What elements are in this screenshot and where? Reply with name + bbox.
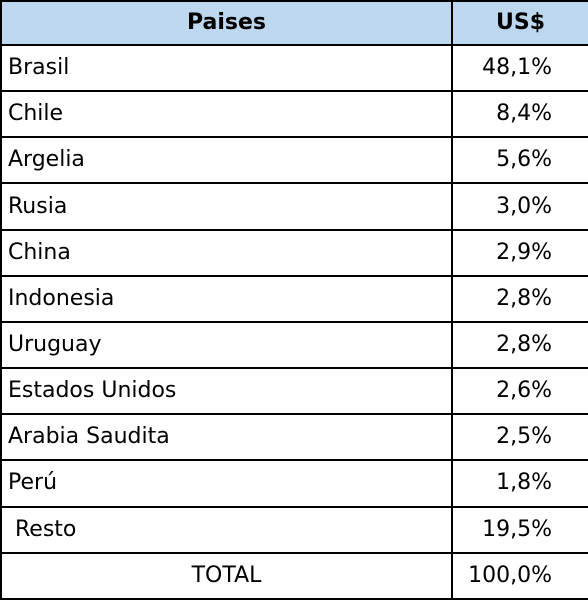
- value-cell: 8,4%: [451, 90, 588, 139]
- table-row: Estados Unidos 2,6%: [0, 367, 588, 416]
- country-cell: Argelia: [0, 136, 453, 185]
- table-row: Chile 8,4%: [0, 90, 588, 139]
- country-cell: Arabia Saudita: [0, 413, 453, 462]
- table-row: Rusia 3,0%: [0, 182, 588, 231]
- country-cell: Rusia: [0, 182, 453, 231]
- total-label: TOTAL: [0, 551, 453, 600]
- value-cell: 48,1%: [451, 43, 588, 93]
- table-row: Brasil 48,1%: [0, 43, 588, 93]
- value-cell: 2,8%: [451, 274, 588, 323]
- header-country: Paises: [0, 0, 453, 46]
- table-row: Perú 1,8%: [0, 459, 588, 508]
- total-label-text: TOTAL: [191, 562, 262, 588]
- country-cell: Brasil: [0, 43, 453, 93]
- value-cell: 2,9%: [451, 228, 588, 277]
- table-row: Argelia 5,6%: [0, 136, 588, 185]
- value-cell: 2,5%: [451, 413, 588, 462]
- total-row: TOTAL 100,0%: [0, 551, 588, 600]
- table-row: Arabia Saudita 2,5%: [0, 413, 588, 462]
- total-value: 100,0%: [451, 551, 588, 600]
- country-cell: Resto: [0, 505, 453, 554]
- value-cell: 2,8%: [451, 320, 588, 370]
- country-cell: Perú: [0, 459, 453, 508]
- table-row: Uruguay 2,8%: [0, 320, 588, 370]
- value-cell: 5,6%: [451, 136, 588, 185]
- header-value: US$: [451, 0, 588, 46]
- country-cell: Indonesia: [0, 274, 453, 323]
- value-cell: 19,5%: [451, 505, 588, 554]
- country-cell: Estados Unidos: [0, 367, 453, 416]
- value-cell: 1,8%: [451, 459, 588, 508]
- value-cell: 3,0%: [451, 182, 588, 231]
- country-cell: Uruguay: [0, 320, 453, 370]
- header-row: Paises US$: [0, 0, 588, 46]
- table-row: China 2,9%: [0, 228, 588, 277]
- country-cell: Chile: [0, 90, 453, 139]
- table-row: Resto 19,5%: [0, 505, 588, 554]
- country-cell: China: [0, 228, 453, 277]
- table-row: Indonesia 2,8%: [0, 274, 588, 323]
- value-cell: 2,6%: [451, 367, 588, 416]
